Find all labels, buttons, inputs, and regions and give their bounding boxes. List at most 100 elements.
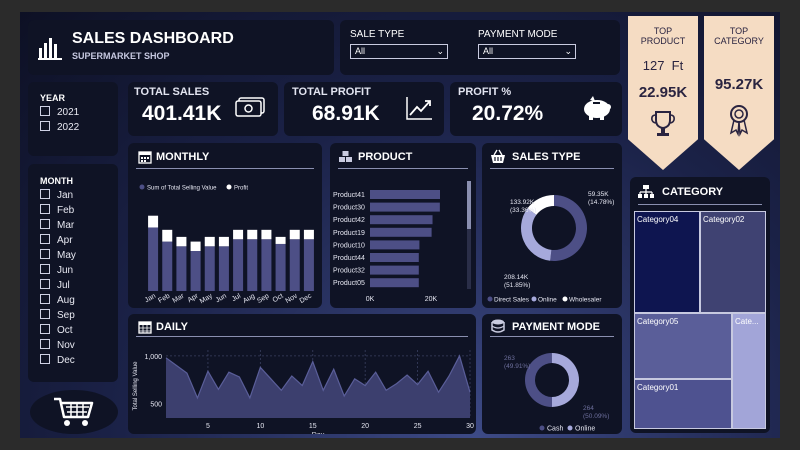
month-item-label: Jan [57,190,74,201]
kpi-total-profit-value: 68.91K [312,102,380,125]
shopping-cart-icon [54,397,94,426]
data-label: 59.35K [588,191,609,198]
cart-button[interactable] [30,390,118,434]
year-item[interactable]: 2022 [40,120,79,135]
checkbox[interactable] [40,264,50,274]
category-title: CATEGORY [662,186,724,198]
month-item[interactable]: Jan [40,188,76,203]
checkbox[interactable] [40,354,50,364]
bar-selling-value [275,243,286,291]
bar [370,265,419,275]
award-icon [729,105,749,137]
tick-label: Product19 [333,230,365,237]
treemap-tile[interactable]: Category02 [700,211,766,313]
trend-up-icon [406,97,432,120]
checkbox[interactable] [40,324,50,334]
top-product-label-2: PRODUCT [640,36,686,46]
year-item-label: 2021 [57,107,80,118]
tick-label: Nov [284,292,299,305]
month-item[interactable]: Dec [40,353,76,368]
data-label: 264 [583,405,594,412]
month-item-label: Aug [57,295,75,306]
legend-label: Sum of Total Selling Value [147,186,217,192]
sale-type-dropdown[interactable]: All ⌄ [350,44,448,59]
checkbox[interactable] [40,279,50,289]
bar-profit [289,229,300,240]
month-item-label: Dec [57,355,75,366]
donut-slice [525,353,552,407]
top-category-label-2: CATEGORY [714,36,764,46]
area-line [165,354,471,400]
chevron-down-icon: ⌄ [436,46,444,56]
bar [370,190,440,199]
legend-swatch [531,296,537,302]
checkbox[interactable] [40,219,50,229]
checkbox[interactable] [40,294,50,304]
bar [370,240,420,250]
payment-mode-dropdown[interactable]: All ⌄ [478,44,576,59]
checkbox[interactable] [40,204,50,214]
tick-label: Jan [144,293,157,305]
bar [370,215,433,225]
month-item[interactable]: Jul [40,278,76,293]
tick-label: 15 [309,423,317,430]
month-item[interactable]: Jun [40,263,76,278]
month-item[interactable]: Nov [40,338,76,353]
checkbox[interactable] [40,234,50,244]
checkbox[interactable] [40,189,50,199]
tick-label: Product30 [333,205,365,212]
checkbox[interactable] [40,339,50,349]
legend-swatch [226,184,232,190]
month-item-label: Mar [57,220,75,231]
kpi-total-sales: TOTAL SALES 401.41K [128,82,278,136]
kpi-profit-pct: PROFIT % 20.72% [450,82,622,136]
kpi-total-sales-label: TOTAL SALES [134,86,210,98]
month-item[interactable]: Feb [40,203,76,218]
header-panel: SALES DASHBOARD SUPERMARKET SHOP [28,20,334,75]
month-item[interactable]: Mar [40,218,76,233]
month-item[interactable]: Apr [40,233,76,248]
checkbox[interactable] [40,249,50,259]
gold-bars-icon [339,151,352,162]
year-item[interactable]: 2021 [40,105,79,120]
tick-label: Oct [272,293,285,305]
month-slicer-title: MONTH [40,176,73,186]
bar-selling-value [148,227,159,291]
legend-label: Wholesaler [569,297,602,304]
page-title: SALES DASHBOARD [72,30,234,47]
data-label: (33.36%) [510,207,536,214]
month-item[interactable]: Sep [40,308,76,323]
month-item[interactable]: Oct [40,323,76,338]
month-item[interactable]: May [40,248,76,263]
daily-chart: 1,000 500 5 10 15 20 25 30 Day Total Selling Valu… [133,350,474,434]
donut-slice [550,195,587,261]
month-item-label: Sep [57,310,75,321]
bar-profit [162,229,173,242]
dashboard-canvas: SALES DASHBOARD SUPERMARKET SHOP SALE TY… [20,12,780,438]
month-item-label: Jun [57,265,74,276]
data-label: (50.09%) [583,413,609,420]
checkbox[interactable] [40,309,50,319]
legend-label: Online [538,297,557,304]
payment-mode-panel: PAYMENT MODE 263 (49.91%) 264 (50.09%) Cash O… [482,314,622,434]
bar-profit [176,236,187,247]
axis-label: Total Selling Value [133,361,139,411]
bar-profit [275,236,286,244]
sales-type-donut: 208.14K(51.85%) 133.92K(33.36%) 59.35K(14.… [487,191,614,304]
checkbox[interactable] [40,106,50,116]
treemap-tile[interactable]: Category01 [634,379,732,429]
payment-mode-donut: 263(49.91%) 264(50.09%) Cash Online [504,353,609,433]
checkbox[interactable] [40,121,50,131]
treemap-tile[interactable]: Category04 [634,211,700,313]
treemap-tile[interactable]: Category05 [634,313,732,379]
tick-label: Product05 [333,280,365,287]
treemap-tile[interactable]: Cate... [732,313,766,429]
bar [370,227,432,237]
donut-slice [527,195,554,215]
monthly-chart-panel: MONTHLY Sum of Total Selling Value Profit… [128,143,322,308]
area-fill [166,355,470,418]
sale-type-label: SALE TYPE [350,29,405,40]
month-item[interactable]: Aug [40,293,76,308]
legend-label: Direct Sales [494,297,530,304]
bar-selling-value [233,239,244,291]
